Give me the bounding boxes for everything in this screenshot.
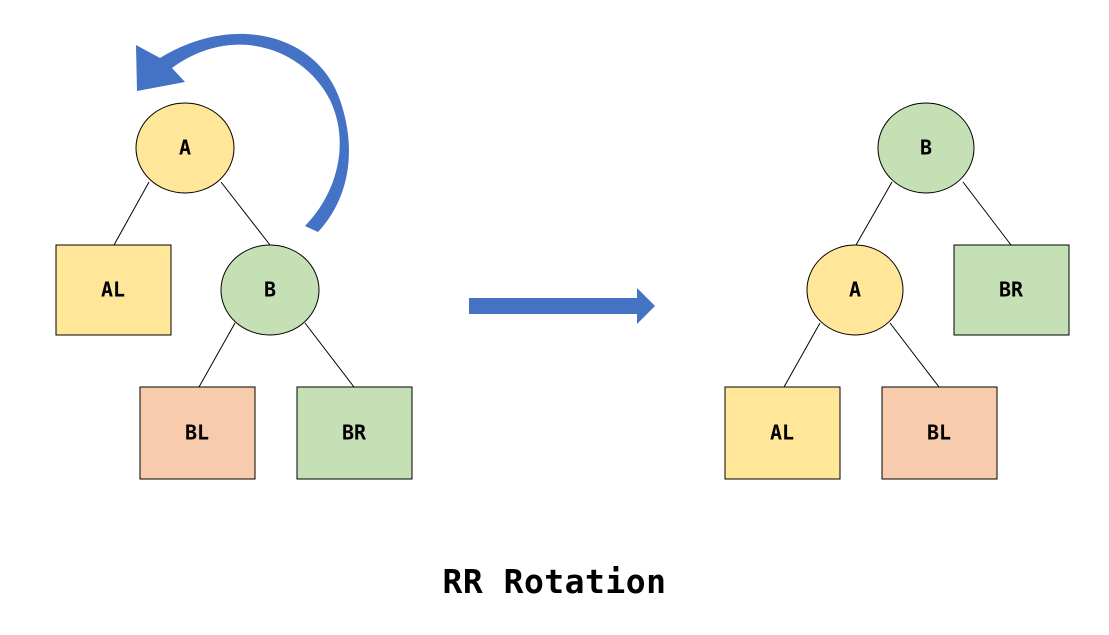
node-a-after: A (806, 244, 904, 336)
edge-a-b (220, 181, 271, 246)
edge-b-bl (198, 322, 236, 388)
node-bl-label: BL (185, 421, 209, 445)
edge-a-al (113, 181, 150, 246)
node-br-after: BR (953, 244, 1070, 336)
node-bl-after: BL (881, 386, 998, 480)
node-b-after: B (877, 102, 975, 194)
diagram-title: RR Rotation (442, 562, 667, 601)
edge-b-br (304, 322, 355, 388)
tree-before: A AL B BL BR (55, 102, 413, 480)
node-b-after-label: B (920, 136, 932, 160)
node-bl: BL (139, 386, 256, 480)
node-br-after-label: BR (999, 278, 1024, 302)
node-al-after: AL (724, 386, 841, 480)
node-al-after-label: AL (770, 421, 794, 445)
tree-after: B A BR AL BL (724, 102, 1070, 480)
node-br-label: BR (342, 421, 367, 445)
transition-arrow-icon (469, 288, 655, 324)
node-a: A (135, 102, 235, 194)
node-al: AL (55, 244, 172, 336)
node-b-label: B (264, 278, 276, 302)
node-a-after-label: A (849, 278, 861, 302)
node-al-label: AL (101, 278, 125, 302)
rotation-arrow-icon (136, 33, 349, 232)
edge-b-a (855, 181, 893, 246)
node-br: BR (296, 386, 413, 480)
edge-b-br-after (962, 181, 1012, 246)
edge-a-bl-after (889, 322, 940, 388)
node-bl-after-label: BL (927, 421, 951, 445)
node-b: B (220, 244, 320, 336)
edge-a-al-after (783, 322, 821, 388)
node-a-label: A (179, 136, 191, 160)
